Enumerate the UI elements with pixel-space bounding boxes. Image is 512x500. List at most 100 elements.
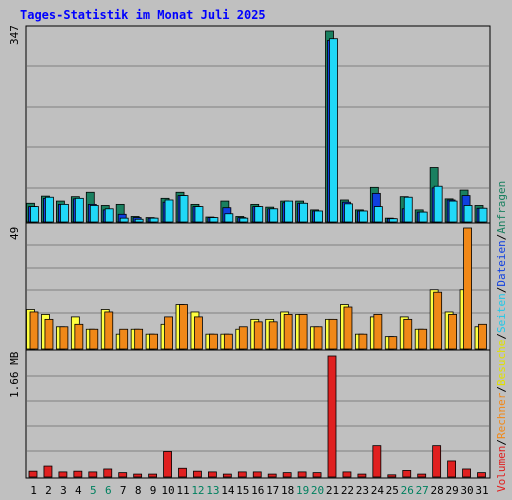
rechner-bar — [343, 306, 353, 350]
volumen-bar — [402, 470, 412, 478]
volumen-bar — [372, 445, 382, 478]
rechner-bar — [298, 314, 308, 350]
seiten-bar — [254, 206, 264, 223]
rechner-bar — [194, 316, 203, 350]
volumen-bar — [447, 460, 457, 478]
legend-dateien: Dateien — [495, 240, 508, 286]
volumen-bar — [118, 472, 128, 478]
legend-besuche: Besuche — [495, 340, 508, 386]
seiten-bar — [194, 206, 204, 223]
day-label: 23 — [356, 484, 369, 497]
seiten-bar — [329, 38, 338, 223]
volumen-bar — [432, 445, 442, 478]
volumen-bar — [387, 474, 397, 478]
seiten-bar — [134, 218, 144, 223]
seiten-bar — [89, 205, 99, 223]
seiten-bar — [284, 200, 294, 223]
rechner-bar — [268, 321, 278, 350]
volumen-bar — [28, 470, 38, 478]
day-label: 26 — [401, 484, 414, 497]
rechner-bar — [478, 323, 487, 350]
volumen-bar — [252, 471, 262, 478]
day-label: 29 — [445, 484, 458, 497]
day-label: 15 — [236, 484, 249, 497]
seiten-bar — [224, 213, 234, 223]
day-label: 21 — [326, 484, 339, 497]
volumen-bar — [73, 470, 83, 478]
rechner-bar — [44, 318, 54, 350]
volumen-bar — [282, 472, 292, 478]
seiten-bar — [209, 217, 219, 223]
rechner-bar — [328, 318, 338, 350]
seiten-bar — [30, 206, 39, 223]
day-label: 7 — [120, 484, 127, 497]
seiten-bar — [448, 200, 458, 223]
legend: Volumen/Rechner/Besuche/Seiten/Dateien/A… — [495, 181, 508, 492]
rechner-bar — [238, 326, 248, 350]
day-label: 10 — [161, 484, 174, 497]
day-label: 2 — [45, 484, 52, 497]
seiten-bar — [433, 185, 443, 223]
seiten-bar — [45, 196, 54, 223]
rechner-bar — [373, 314, 383, 350]
chart-title: Tages-Statistik im Monat Juli 2025 — [20, 8, 266, 22]
bars — [26, 30, 488, 478]
rechner-bar — [418, 328, 428, 350]
seiten-bar — [74, 197, 84, 223]
day-label: 4 — [75, 484, 82, 497]
rechner-bar — [104, 311, 114, 350]
seiten-bar — [344, 203, 353, 223]
rechner-bar — [149, 333, 159, 350]
rechner-bar — [89, 328, 99, 350]
seiten-bar — [119, 217, 129, 223]
rechner-bar — [433, 291, 443, 350]
seiten-bar — [314, 210, 323, 223]
seiten-bar — [60, 203, 69, 223]
volumen-bar — [163, 451, 172, 478]
volumen-bar — [178, 467, 187, 478]
seiten-bar — [463, 205, 473, 223]
day-label: 13 — [206, 484, 219, 497]
day-label: 8 — [135, 484, 142, 497]
volumen-bar — [342, 471, 352, 478]
volumen-bar — [193, 470, 202, 478]
top-panel-frame — [25, 25, 491, 224]
day-label: 18 — [281, 484, 294, 497]
rechner-bar — [29, 311, 39, 350]
volumen-bar — [43, 465, 53, 478]
day-label: 3 — [60, 484, 67, 497]
legend-separator: / — [495, 333, 508, 340]
rechner-bar — [358, 333, 368, 350]
seiten-bar — [269, 208, 279, 223]
rechner-bar — [403, 318, 413, 350]
day-label: 27 — [416, 484, 429, 497]
volumen-bar — [327, 355, 337, 478]
legend-anfragen: Anfragen — [495, 181, 508, 234]
day-label: 5 — [90, 484, 97, 497]
day-label: 30 — [460, 484, 473, 497]
day-label: 28 — [431, 484, 444, 497]
seiten-bar — [358, 210, 368, 223]
volumen-bar — [237, 471, 247, 478]
rechner-bar — [253, 321, 263, 350]
day-label: 20 — [311, 484, 324, 497]
rechner-bar — [208, 333, 218, 350]
seiten-bar — [478, 207, 488, 223]
legend-separator: / — [495, 287, 508, 294]
seiten-bar — [104, 208, 114, 223]
day-label: 31 — [475, 484, 488, 497]
volumen-bar — [267, 473, 277, 478]
seiten-bar — [418, 211, 428, 223]
rechner-bar — [74, 323, 84, 350]
seiten-bar — [403, 196, 413, 223]
legend-rechner: Rechner — [495, 392, 508, 439]
day-label: 1 — [30, 484, 37, 497]
volumen-bar — [207, 471, 217, 478]
legend-text: Volumen/Rechner/Besuche/Seiten/Dateien/A… — [495, 181, 508, 492]
rechner-bar — [463, 227, 472, 350]
rechner-bar — [179, 304, 188, 350]
volumen-bar — [103, 468, 113, 478]
day-label: 24 — [371, 484, 385, 497]
seiten-bar — [179, 195, 189, 223]
